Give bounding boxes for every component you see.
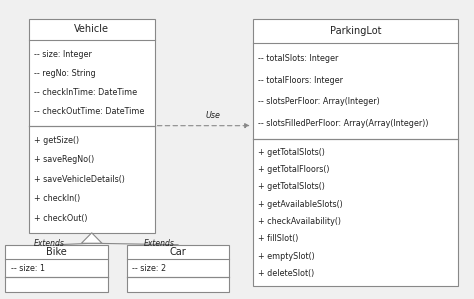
Text: -- checkInTime: DateTime: -- checkInTime: DateTime: [34, 88, 137, 97]
Text: -- slotsPerFloor: Array(Integer): -- slotsPerFloor: Array(Integer): [258, 97, 380, 106]
Text: Use: Use: [206, 111, 220, 120]
Text: + emptySlot(): + emptySlot(): [258, 251, 315, 260]
Text: -- checkOutTime: DateTime: -- checkOutTime: DateTime: [34, 107, 145, 116]
Bar: [127, 245, 229, 292]
Text: + getTotalSlots(): + getTotalSlots(): [258, 182, 325, 191]
Text: + saveVehicleDetails(): + saveVehicleDetails(): [34, 175, 125, 184]
Text: + deleteSlot(): + deleteSlot(): [258, 269, 315, 278]
Bar: [29, 19, 155, 233]
Text: -- size: 2: -- size: 2: [132, 263, 166, 273]
Polygon shape: [82, 233, 102, 243]
Text: Extends: Extends: [144, 239, 175, 248]
Text: Extends: Extends: [34, 239, 65, 248]
Text: + checkOut(): + checkOut(): [34, 214, 88, 223]
Text: -- regNo: String: -- regNo: String: [34, 69, 96, 78]
Text: + getTotalFloors(): + getTotalFloors(): [258, 165, 330, 174]
Text: + getTotalSlots(): + getTotalSlots(): [258, 148, 325, 157]
Text: + fillSlot(): + fillSlot(): [258, 234, 299, 243]
Text: + saveRegNo(): + saveRegNo(): [34, 155, 94, 164]
Text: + checkIn(): + checkIn(): [34, 194, 81, 203]
Text: Bike: Bike: [46, 247, 67, 257]
Text: + getAvailableSlots(): + getAvailableSlots(): [258, 199, 343, 209]
Text: -- totalFloors: Integer: -- totalFloors: Integer: [258, 76, 343, 85]
Text: -- slotsFilledPerFloor: Array(Array(Integer)): -- slotsFilledPerFloor: Array(Array(Inte…: [258, 118, 429, 127]
Text: Vehicle: Vehicle: [74, 24, 109, 34]
Text: ParkingLot: ParkingLot: [329, 26, 381, 36]
Text: -- size: Integer: -- size: Integer: [34, 50, 92, 59]
Text: + getSize(): + getSize(): [34, 136, 80, 145]
Bar: [5, 245, 108, 292]
Text: -- size: 1: -- size: 1: [11, 263, 45, 273]
Bar: [253, 19, 458, 286]
Text: Car: Car: [170, 247, 186, 257]
Text: + checkAvailability(): + checkAvailability(): [258, 217, 341, 226]
Text: -- totalSlots: Integer: -- totalSlots: Integer: [258, 54, 339, 63]
